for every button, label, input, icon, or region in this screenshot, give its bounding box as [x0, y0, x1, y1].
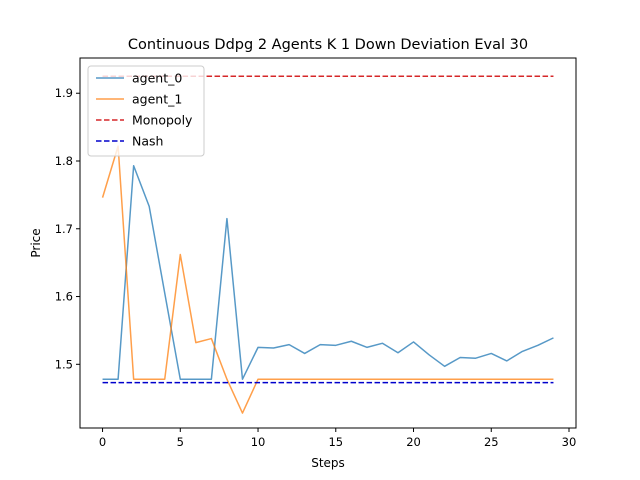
series-line-agent-0: [102, 165, 554, 380]
x-tick-label: 10: [251, 435, 266, 449]
series-line-agent-1: [101, 145, 554, 414]
x-axis: 0 5 10 15 20 25 30: [99, 428, 576, 449]
y-axis-label: Price: [29, 228, 43, 257]
x-axis-label: Steps: [311, 456, 345, 470]
x-tick-label: 25: [484, 435, 499, 449]
y-tick-label: 1.6: [55, 290, 73, 304]
legend-label-agent-1: agent_1: [132, 92, 182, 107]
x-tick-label: 30: [562, 435, 577, 449]
x-tick-label: 0: [99, 435, 106, 449]
legend-label-agent-0: agent_0: [132, 71, 182, 86]
axes-frame: [79, 57, 577, 429]
legend: agent_0 agent_1 Monopoly Nash: [87, 65, 205, 157]
y-tick-label: 1.7: [55, 222, 73, 236]
y-axis: 1.5 1.6 1.7 1.8 1.9: [55, 86, 80, 371]
y-tick-label: 1.8: [55, 154, 73, 168]
x-tick-label: 20: [406, 435, 421, 449]
legend-box: [87, 65, 205, 157]
legend-label-monopoly: Monopoly: [132, 113, 193, 128]
y-tick-label: 1.5: [55, 357, 73, 371]
legend-label-nash: Nash: [132, 134, 163, 149]
x-tick-label: 15: [328, 435, 343, 449]
y-tick-label: 1.9: [55, 86, 73, 100]
x-tick-label: 5: [177, 435, 184, 449]
chart-title: Continuous Ddpg 2 Agents K 1 Down Deviat…: [128, 37, 528, 53]
